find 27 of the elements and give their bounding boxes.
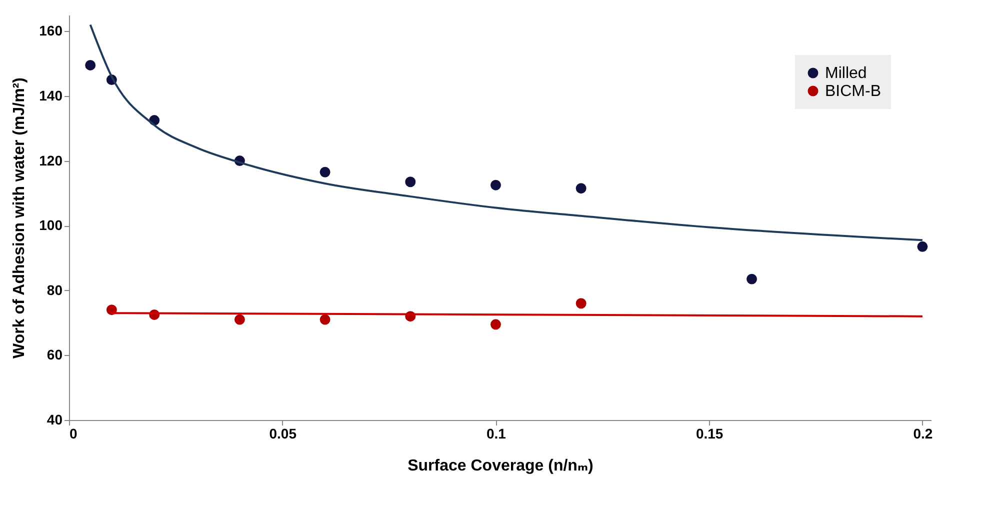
point — [320, 166, 330, 178]
x-tick-label: 0.15 — [696, 426, 724, 442]
y-tick-label: 140 — [39, 88, 63, 104]
point — [490, 180, 501, 190]
x-tick-label: 0.1 — [486, 426, 506, 442]
y-tick-label: 100 — [39, 217, 63, 234]
legend-label: Milled — [825, 65, 867, 82]
point — [576, 183, 586, 194]
x-axis-title: Surface Coverage (n/nₘ) — [408, 458, 594, 474]
x-tick-label: 0.05 — [269, 426, 297, 442]
point — [320, 314, 330, 325]
legend-label: BICM-B — [825, 83, 881, 100]
y-tick-label: 120 — [39, 152, 63, 168]
y-tick-label: 60 — [46, 346, 63, 363]
point — [576, 298, 586, 309]
point — [405, 176, 416, 188]
point — [490, 319, 501, 330]
y-tick-label: 160 — [39, 22, 63, 39]
x-tick-label: 0 — [70, 426, 78, 442]
y-tick-label: 80 — [46, 282, 63, 298]
point — [85, 60, 96, 70]
point — [234, 314, 245, 325]
y-axis-title: Work of Adhesion with water (mJ/m²) — [11, 78, 28, 358]
y-tick-label: 40 — [46, 412, 63, 428]
point — [917, 241, 928, 252]
x-tick-label: 0.2 — [913, 426, 933, 442]
point — [746, 274, 758, 284]
